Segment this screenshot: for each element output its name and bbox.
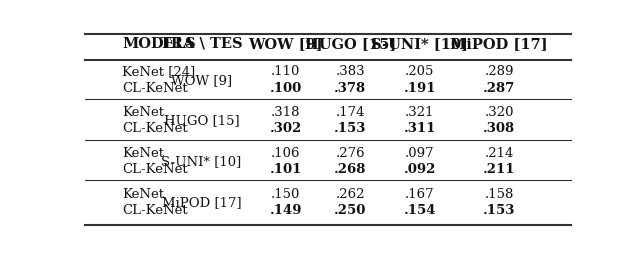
Text: .092: .092	[404, 163, 436, 176]
Text: .276: .276	[335, 147, 365, 160]
Text: .149: .149	[269, 204, 302, 217]
Text: .378: .378	[334, 82, 366, 95]
Text: .191: .191	[403, 82, 436, 95]
Text: .174: .174	[335, 106, 365, 119]
Text: MODELS: MODELS	[122, 37, 196, 51]
Text: CL-KeNet: CL-KeNet	[122, 204, 188, 217]
Text: .097: .097	[405, 147, 435, 160]
Text: .106: .106	[271, 147, 301, 160]
Text: .318: .318	[271, 106, 301, 119]
Text: HUGO [15]: HUGO [15]	[305, 37, 396, 51]
Text: .250: .250	[334, 204, 367, 217]
Text: WOW [9]: WOW [9]	[248, 37, 323, 51]
Text: WOW [9]: WOW [9]	[171, 74, 232, 87]
Text: KeNet: KeNet	[122, 188, 164, 201]
Text: TRA \ TES: TRA \ TES	[160, 37, 243, 51]
Text: .289: .289	[484, 66, 514, 78]
Text: .287: .287	[483, 82, 515, 95]
Text: .262: .262	[335, 188, 365, 201]
Text: .153: .153	[483, 204, 515, 217]
Text: HUGO [15]: HUGO [15]	[164, 114, 239, 127]
Text: .153: .153	[334, 123, 367, 135]
Text: .302: .302	[269, 123, 302, 135]
Text: .321: .321	[405, 106, 435, 119]
Text: CL-KeNet: CL-KeNet	[122, 82, 188, 95]
Text: KeNet: KeNet	[122, 147, 164, 160]
Text: .100: .100	[269, 82, 302, 95]
Text: .205: .205	[405, 66, 435, 78]
Text: KeNet: KeNet	[122, 106, 164, 119]
Text: .110: .110	[271, 66, 301, 78]
Text: .320: .320	[484, 106, 514, 119]
Text: .214: .214	[484, 147, 514, 160]
Text: .268: .268	[334, 163, 367, 176]
Text: .308: .308	[483, 123, 515, 135]
Text: .383: .383	[335, 66, 365, 78]
Text: S-UNI* [10]: S-UNI* [10]	[371, 37, 468, 51]
Text: .154: .154	[403, 204, 436, 217]
Text: S-UNI* [10]: S-UNI* [10]	[161, 155, 242, 168]
Text: MiPOD [17]: MiPOD [17]	[451, 37, 548, 51]
Text: CL-KeNet: CL-KeNet	[122, 123, 188, 135]
Text: .101: .101	[269, 163, 302, 176]
Text: .311: .311	[404, 123, 436, 135]
Text: .211: .211	[483, 163, 515, 176]
Text: .150: .150	[271, 188, 301, 201]
Text: .167: .167	[405, 188, 435, 201]
Text: KeNet [24]: KeNet [24]	[122, 66, 195, 78]
Text: MiPOD [17]: MiPOD [17]	[162, 196, 241, 209]
Text: .158: .158	[484, 188, 514, 201]
Text: CL-KeNet: CL-KeNet	[122, 163, 188, 176]
